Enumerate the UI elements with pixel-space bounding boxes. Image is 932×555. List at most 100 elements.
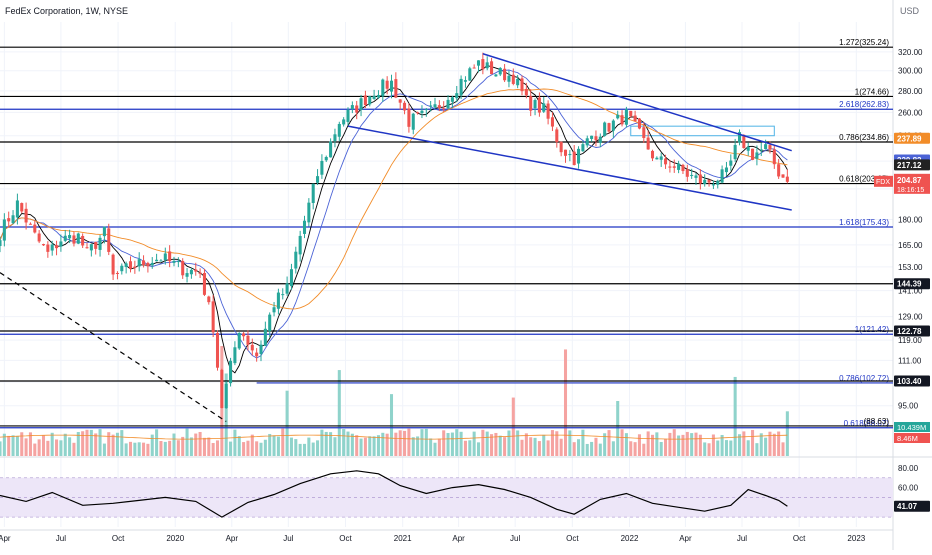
volume-bar [611, 441, 615, 456]
candle-body [302, 220, 307, 234]
candle-body [272, 307, 276, 313]
rsi-tick-label: 60.00 [898, 484, 919, 493]
volume-bar [607, 430, 611, 456]
candle-body [646, 137, 650, 150]
candle-body [2, 219, 6, 241]
volume-ma-line [0, 434, 788, 440]
volume-bar [320, 429, 324, 456]
candle-body [777, 164, 781, 177]
candle-body [594, 136, 598, 141]
channel-line [482, 53, 792, 152]
candle-body [568, 154, 572, 156]
candle-body [424, 109, 428, 111]
volume-bar [733, 376, 737, 456]
candle-body [755, 152, 759, 159]
volume-bar [389, 394, 394, 456]
rsi-band [0, 477, 893, 518]
volume-bar [450, 432, 454, 456]
candle-body [524, 88, 528, 96]
candle-body [41, 244, 46, 246]
volume-bar [385, 433, 389, 456]
fib-level-label: 0.786(234.86) [839, 133, 889, 142]
candle-body [59, 241, 63, 247]
candles [0, 52, 789, 409]
price-label-box [894, 159, 930, 171]
candle-body [376, 94, 380, 98]
candle-body [268, 314, 272, 332]
volume-bar [524, 433, 528, 456]
volume-bar [572, 442, 576, 456]
volume-bar [255, 441, 259, 456]
volume-bar [263, 439, 267, 456]
volume-bar [755, 443, 759, 456]
candle-body [142, 260, 146, 266]
volume-bar [707, 443, 711, 456]
rsi-path [0, 470, 788, 518]
volume-bar [333, 437, 337, 456]
volume-bar [498, 435, 502, 456]
volume-bar [433, 442, 437, 456]
candle-body [677, 163, 681, 170]
candle-body [250, 344, 254, 351]
volume-bar [346, 431, 350, 456]
y-tick-label: 180.00 [898, 216, 923, 225]
x-tick-label: Oct [339, 534, 352, 543]
candle-body [102, 226, 106, 237]
volume-bar [559, 438, 563, 456]
candle-body [63, 235, 67, 241]
last-price-box [894, 173, 930, 194]
volume-bar [694, 432, 698, 456]
volume-bar [63, 433, 67, 456]
volume-bar [102, 443, 106, 456]
candle-body [559, 141, 563, 153]
volume-bar [703, 442, 707, 456]
volume-bar [242, 442, 246, 456]
candle-body [550, 117, 554, 127]
candle-body [598, 136, 602, 143]
volume-bar [115, 432, 119, 456]
volume-bar [155, 429, 159, 456]
volume-bar [681, 434, 685, 456]
volume-bar [577, 439, 581, 456]
volume-bar [181, 436, 185, 456]
candle-body [220, 369, 224, 408]
candle-body [7, 218, 11, 222]
candle-body [633, 115, 637, 122]
volume-bar [742, 431, 746, 456]
candle-body [450, 97, 454, 102]
rsi-line [0, 470, 788, 518]
candle-body [111, 254, 115, 275]
candle-body [24, 208, 28, 223]
x-tick-label: Oct [793, 534, 806, 543]
volume-bar [368, 436, 372, 456]
candle-body [572, 151, 576, 166]
volume-bar [133, 442, 137, 456]
candle-body [485, 62, 489, 69]
volume-bar [737, 434, 742, 456]
fib-level-label: 1(121.42) [855, 325, 890, 334]
candle-body [46, 244, 50, 252]
volume-bar [716, 440, 720, 456]
volume-bar [659, 441, 663, 456]
last-price-text: 204.87 [897, 176, 922, 185]
volume-bar [476, 442, 481, 456]
volume-bar [729, 440, 733, 456]
candle-body [490, 61, 494, 75]
candle-body [642, 127, 646, 139]
candle-body [385, 80, 389, 89]
candle-body [416, 112, 420, 114]
candle-body [698, 174, 702, 184]
volume-bar [759, 433, 763, 456]
candle-body [476, 60, 481, 66]
volume-bar [668, 432, 672, 456]
candle-body [85, 247, 89, 249]
volume-bar [637, 434, 641, 456]
volume-bar [163, 441, 167, 456]
volume-bar [11, 435, 15, 456]
volume-bar [85, 429, 89, 456]
volume-bar [259, 442, 263, 456]
volume-bar [316, 440, 320, 456]
volume-bar [137, 442, 141, 456]
candle-body [163, 253, 167, 261]
